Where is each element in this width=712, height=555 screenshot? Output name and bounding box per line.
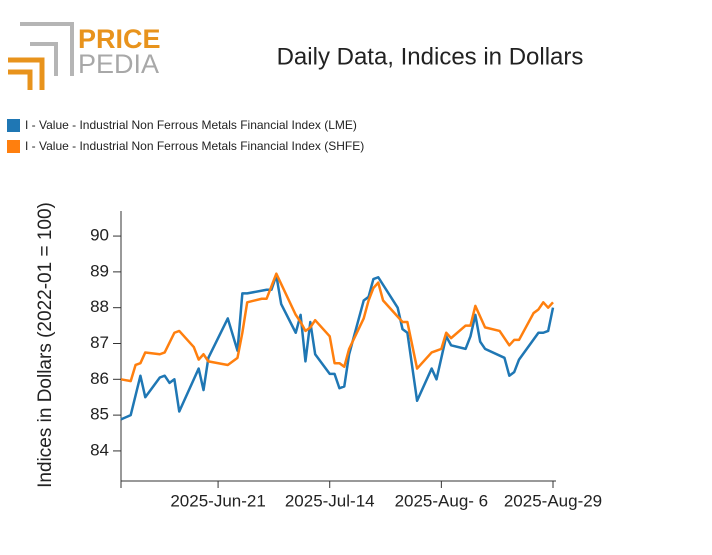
y-axis-label: Indices in Dollars (2022-01 = 100) [35,202,56,488]
legend-label: I - Value - Industrial Non Ferrous Metal… [25,139,364,153]
y-tick-label: 90 [90,226,109,245]
y-tick-label: 87 [90,333,109,352]
line [120,272,554,383]
line [120,274,555,421]
y-tick-label: 86 [90,369,109,388]
y-tick-label: 84 [90,440,109,459]
x-tick-label: 2025-Jun-21 [170,491,265,510]
logo-text: PRICE [78,24,161,54]
legend-swatch [7,140,20,153]
legend-swatch [7,119,20,132]
logo-text: PEDIA [78,49,159,79]
x-tick-label: 2025-Aug-29 [504,491,602,510]
y-tick-label: 89 [90,261,109,280]
x-tick-label: 2025-Jul-14 [285,491,375,510]
y-tick-label: 88 [90,297,109,316]
y-tick-label: 85 [90,405,109,424]
x-tick-label: 2025-Aug- 6 [395,491,489,510]
logo: PRICE PEDIA [8,22,161,90]
legend-label: I - Value - Industrial Non Ferrous Metal… [25,118,357,132]
chart-title: Daily Data, Indices in Dollars [277,43,584,70]
